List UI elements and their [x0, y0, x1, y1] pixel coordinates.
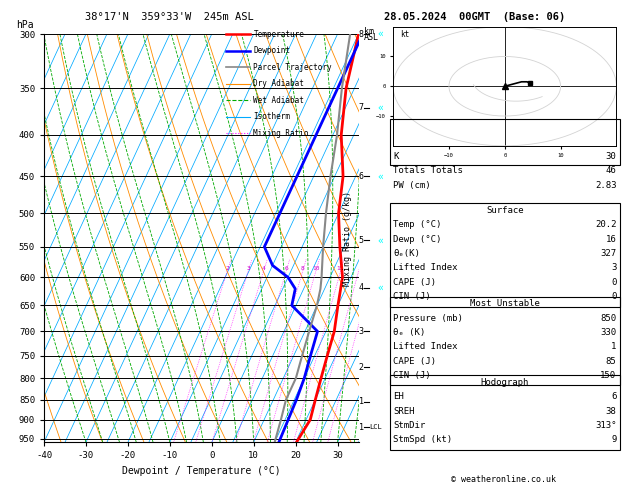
- Text: km: km: [364, 27, 374, 36]
- Text: CIN (J): CIN (J): [393, 371, 431, 380]
- Text: 10: 10: [312, 266, 320, 271]
- Text: «: «: [377, 283, 384, 293]
- Text: Lifted Index: Lifted Index: [393, 342, 458, 351]
- Text: 6: 6: [359, 172, 364, 181]
- Text: 313°: 313°: [595, 421, 616, 430]
- Text: CAPE (J): CAPE (J): [393, 278, 436, 287]
- Text: Lifted Index: Lifted Index: [393, 263, 458, 273]
- Text: Dewp (°C): Dewp (°C): [393, 235, 442, 244]
- Text: StmSpd (kt): StmSpd (kt): [393, 435, 452, 445]
- Text: Temperature: Temperature: [253, 30, 304, 38]
- Text: Totals Totals: Totals Totals: [393, 166, 463, 175]
- Text: 38: 38: [606, 407, 616, 416]
- Text: StmDir: StmDir: [393, 421, 425, 430]
- Text: 7: 7: [359, 103, 364, 112]
- Text: 5: 5: [359, 236, 364, 245]
- Text: 8: 8: [359, 30, 364, 38]
- Text: θₑ(K): θₑ(K): [393, 249, 420, 258]
- Text: 15: 15: [337, 266, 344, 271]
- Text: 3: 3: [247, 266, 250, 271]
- Text: 3: 3: [359, 327, 364, 336]
- Text: LCL: LCL: [369, 424, 382, 430]
- Text: EH: EH: [393, 392, 404, 401]
- Text: 330: 330: [600, 328, 616, 337]
- Text: Temp (°C): Temp (°C): [393, 220, 442, 229]
- Text: Isotherm: Isotherm: [253, 112, 291, 121]
- Text: Mixing Ratio: Mixing Ratio: [253, 129, 309, 138]
- Text: 2: 2: [359, 363, 364, 372]
- Text: Surface: Surface: [486, 206, 523, 215]
- Text: 30: 30: [606, 152, 616, 161]
- Text: © weatheronline.co.uk: © weatheronline.co.uk: [451, 474, 555, 484]
- X-axis label: Dewpoint / Temperature (°C): Dewpoint / Temperature (°C): [122, 466, 281, 476]
- Text: 16: 16: [606, 235, 616, 244]
- Text: 8: 8: [301, 266, 304, 271]
- Text: Dewpoint: Dewpoint: [253, 46, 291, 55]
- Text: 850: 850: [600, 313, 616, 323]
- Text: 46: 46: [606, 166, 616, 175]
- Text: 0: 0: [611, 278, 616, 287]
- Text: Mixing Ratio (g/kg): Mixing Ratio (g/kg): [343, 191, 352, 286]
- Text: 9: 9: [611, 435, 616, 445]
- Text: Pressure (mb): Pressure (mb): [393, 313, 463, 323]
- Text: 6: 6: [611, 392, 616, 401]
- Text: 1: 1: [359, 423, 364, 432]
- Text: hPa: hPa: [16, 20, 33, 30]
- Text: 0: 0: [611, 292, 616, 301]
- Text: 20.2: 20.2: [595, 220, 616, 229]
- Text: 6: 6: [284, 266, 288, 271]
- Text: 2.83: 2.83: [595, 181, 616, 190]
- Text: 1: 1: [359, 397, 364, 406]
- Text: Hodograph: Hodograph: [481, 378, 529, 387]
- Text: 327: 327: [600, 249, 616, 258]
- Text: PW (cm): PW (cm): [393, 181, 431, 190]
- Text: SREH: SREH: [393, 407, 415, 416]
- Text: «: «: [377, 235, 384, 245]
- Text: 4: 4: [359, 283, 364, 292]
- Text: Parcel Trajectory: Parcel Trajectory: [253, 63, 332, 71]
- Text: 1: 1: [611, 342, 616, 351]
- Text: «: «: [377, 29, 384, 39]
- Text: kt: kt: [400, 30, 409, 39]
- Text: 85: 85: [606, 357, 616, 365]
- Text: 150: 150: [600, 371, 616, 380]
- Text: CAPE (J): CAPE (J): [393, 357, 436, 365]
- Text: 4: 4: [262, 266, 265, 271]
- Text: θₑ (K): θₑ (K): [393, 328, 425, 337]
- Text: 2: 2: [225, 266, 229, 271]
- Text: Wet Adiabat: Wet Adiabat: [253, 96, 304, 104]
- Text: CIN (J): CIN (J): [393, 292, 431, 301]
- Text: «: «: [377, 103, 384, 113]
- Text: Dry Adiabat: Dry Adiabat: [253, 79, 304, 88]
- Text: 3: 3: [611, 263, 616, 273]
- Text: ASL: ASL: [364, 33, 379, 42]
- Text: 28.05.2024  00GMT  (Base: 06): 28.05.2024 00GMT (Base: 06): [384, 12, 565, 22]
- Text: «: «: [377, 172, 384, 181]
- Text: K: K: [393, 152, 399, 161]
- Text: Most Unstable: Most Unstable: [470, 299, 540, 308]
- Text: 38°17'N  359°33'W  245m ASL: 38°17'N 359°33'W 245m ASL: [86, 12, 254, 22]
